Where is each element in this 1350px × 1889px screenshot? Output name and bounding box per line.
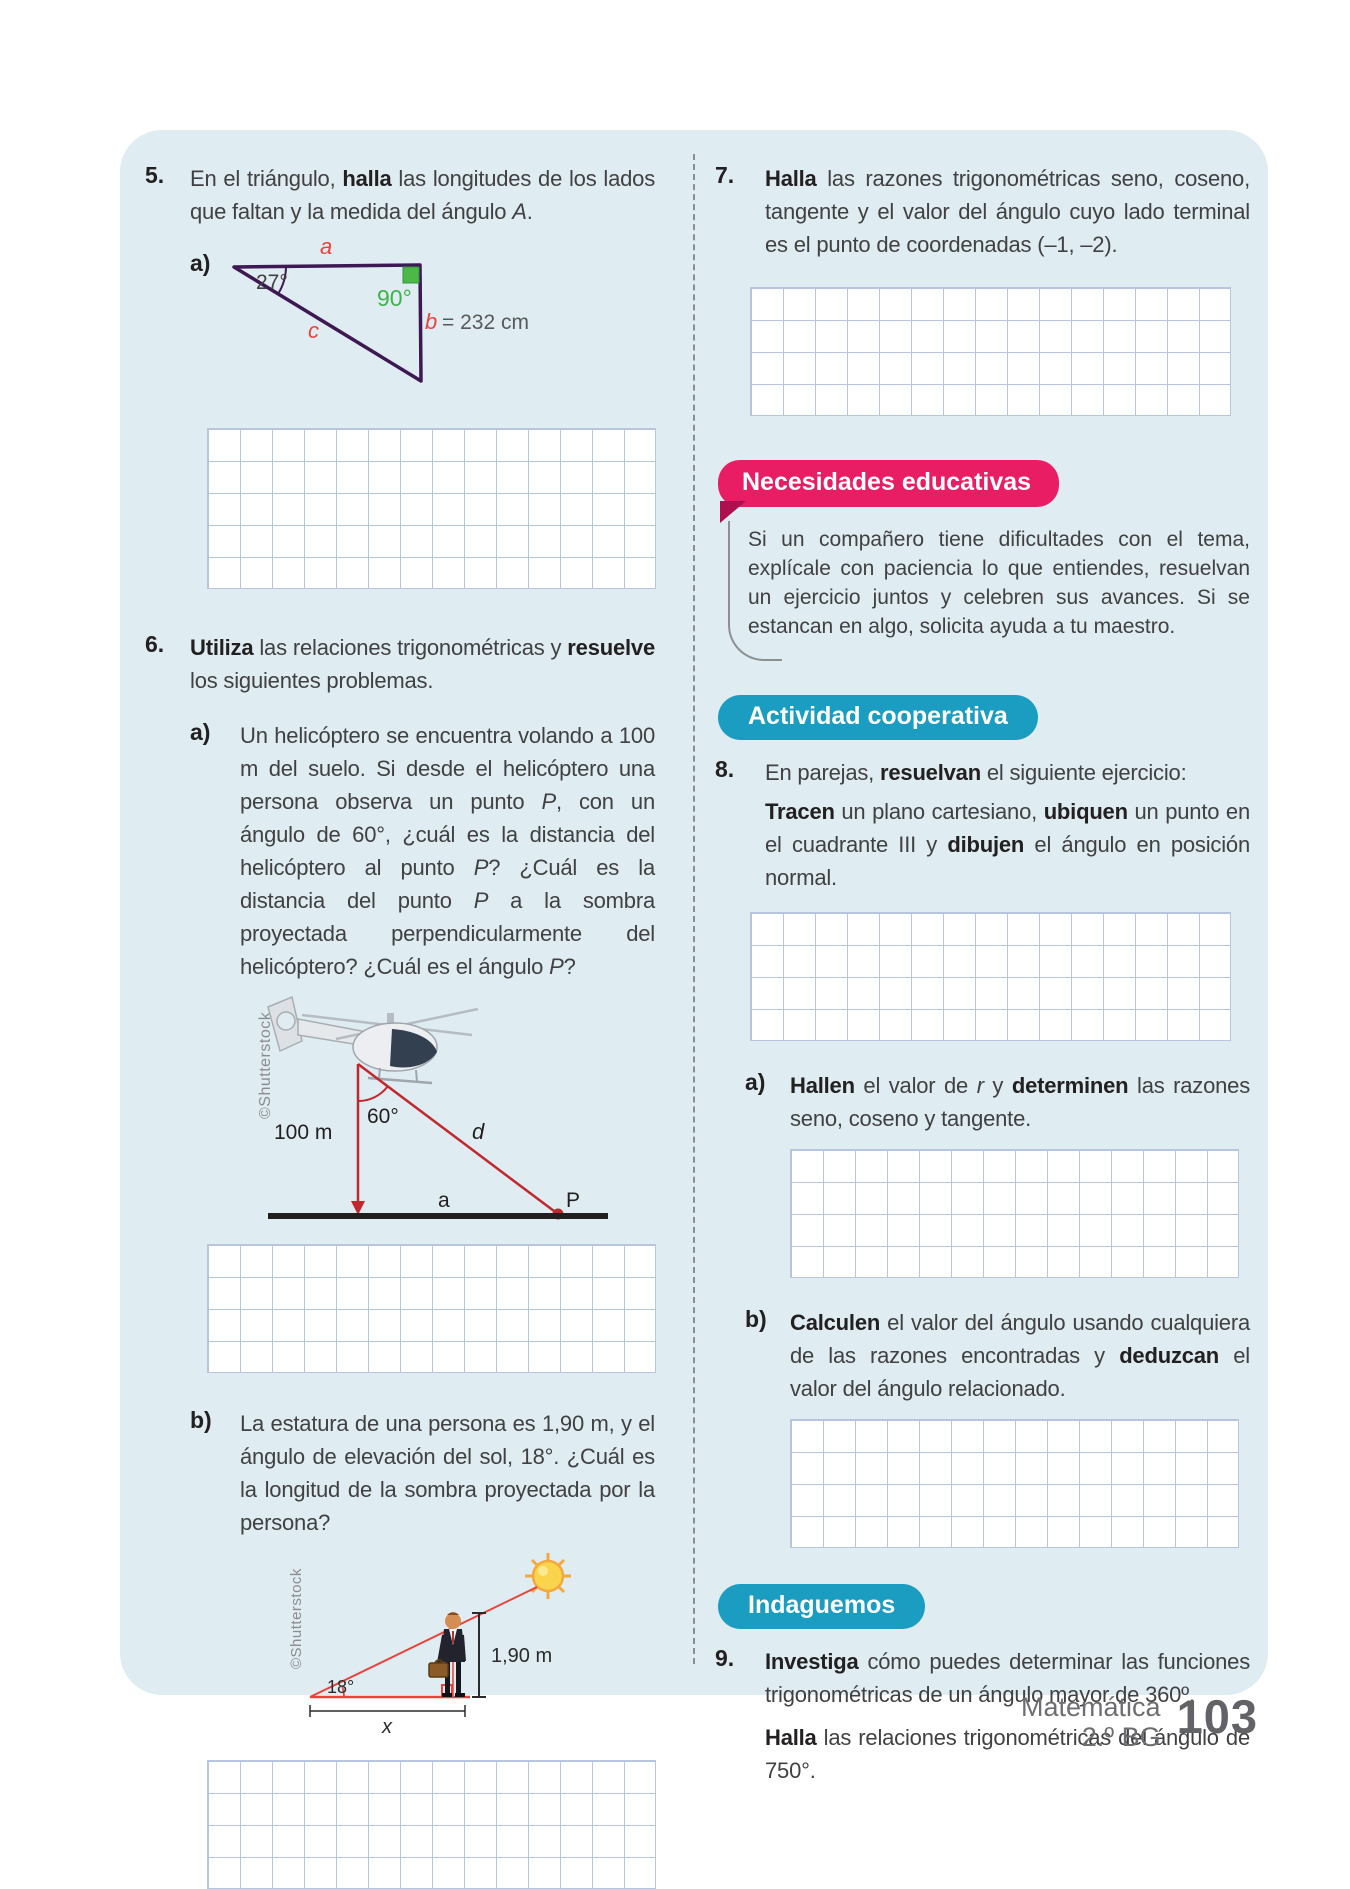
page-number: 103 bbox=[1176, 1690, 1258, 1743]
base-label: a bbox=[438, 1189, 450, 1212]
exercise-9-number: 9. bbox=[715, 1645, 735, 1671]
angle-arc bbox=[277, 265, 288, 295]
person-icon bbox=[428, 1612, 466, 1697]
exercise-5: 5. En el triángulo, halla las longitudes… bbox=[145, 162, 655, 228]
item-b-label: b) bbox=[190, 1407, 212, 1433]
left-column: 5. En el triángulo, halla las longitudes… bbox=[145, 148, 656, 1889]
answer-grid-ex6a bbox=[207, 1244, 656, 1373]
exercise-6a: a) Un helicóptero se encuentra volando a… bbox=[190, 719, 655, 983]
exercise-5-number: 5. bbox=[145, 162, 165, 188]
right-angle-square bbox=[402, 266, 420, 284]
exercise-9-text: Investiga cómo puedes determinar las fun… bbox=[765, 1649, 1250, 1707]
exercise-7-text: Halla las razones trigonométricas seno, … bbox=[765, 166, 1250, 257]
exercise-8a: a) Hallen el valor de r y determinen las… bbox=[745, 1069, 1250, 1135]
exercise-6a-text: Un helicóptero se encuentra volando a 10… bbox=[240, 723, 655, 979]
cooperative-activity-badge: Actividad cooperativa bbox=[718, 695, 1038, 740]
note-badge: Necesidades educativas bbox=[718, 460, 1060, 523]
person-shadow-figure: ©Shutterstock bbox=[285, 1547, 655, 1752]
height-label: 1,90 m bbox=[491, 1645, 552, 1667]
exercise-8b-text: Calculen el valor del ángulo usando cual… bbox=[790, 1310, 1250, 1401]
exercise-8-instructions: Tracen un plano cartesiano, ubiquen un p… bbox=[765, 799, 1250, 890]
exercise-8a-text: Hallen el valor de r y determinen las ra… bbox=[790, 1073, 1251, 1131]
person-diagram: ©Shutterstock bbox=[288, 1553, 571, 1738]
shadow-measure bbox=[309, 1705, 466, 1717]
note-body: Si un compañero tiene dificultades con e… bbox=[728, 521, 1250, 661]
point-p-label: P bbox=[566, 1189, 580, 1212]
exercise-8b: b) Calculen el valor del ángulo usando c… bbox=[745, 1306, 1250, 1405]
right-column: 7. Halla las razones trigonométricas sen… bbox=[715, 148, 1250, 1787]
angle-label: 18° bbox=[327, 1677, 354, 1697]
distance-label: d bbox=[472, 1119, 485, 1144]
exercise-7: 7. Halla las razones trigonométricas sen… bbox=[715, 162, 1250, 261]
content-panel: 5. En el triángulo, halla las longitudes… bbox=[120, 130, 1268, 1889]
exercise-6: 6. Utiliza las relaciones trigonométrica… bbox=[145, 631, 655, 697]
credit-label: ©Shutterstock bbox=[257, 1011, 274, 1119]
exercise-6-text: Utiliza las relaciones trigonométricas y… bbox=[190, 635, 655, 693]
item-a-label: a) bbox=[745, 1069, 766, 1095]
hypotenuse-line bbox=[357, 1063, 559, 1215]
answer-grid-ex8 bbox=[750, 912, 1231, 1041]
item-a-label: a) bbox=[190, 250, 211, 276]
footer-subject: Matemática bbox=[1021, 1692, 1161, 1722]
exercise-7-number: 7. bbox=[715, 162, 735, 188]
answer-grid-ex5 bbox=[207, 428, 656, 589]
footer-grade: 2.º BG bbox=[1081, 1722, 1161, 1752]
exercise-8: 8. En parejas, resuelvan el siguiente ej… bbox=[715, 756, 1250, 789]
shadow-label: x bbox=[381, 1716, 393, 1738]
helicopter-diagram: ©Shutterstock bbox=[257, 995, 608, 1220]
sun-icon bbox=[525, 1553, 571, 1599]
side-a-label: a bbox=[320, 236, 332, 259]
angle-right-label: 90° bbox=[377, 285, 412, 311]
angle-arc bbox=[341, 1685, 345, 1698]
special-needs-note: Necesidades educativas Si un compañero t… bbox=[718, 460, 1250, 661]
inquiry-header: Indaguemos bbox=[718, 1584, 1250, 1629]
helicopter-figure: ©Shutterstock bbox=[240, 989, 655, 1234]
exercise-8-text: En parejas, resuelvan el siguiente ejerc… bbox=[765, 760, 1187, 785]
item-a-label: a) bbox=[190, 719, 211, 745]
cooperative-activity-header: Actividad cooperativa bbox=[718, 695, 1250, 740]
side-c-label: c bbox=[308, 318, 319, 343]
exercise-6b: b) La estatura de una persona es 1,90 m,… bbox=[190, 1407, 655, 1539]
inquiry-badge: Indaguemos bbox=[718, 1584, 926, 1629]
triangle-diagram: 27° a 90° b = 232 cm c bbox=[232, 234, 529, 383]
triangle-outline bbox=[232, 263, 423, 383]
side-b-label: b bbox=[425, 309, 437, 334]
helicopter-icon bbox=[267, 995, 479, 1085]
answer-grid-ex8b bbox=[790, 1419, 1239, 1548]
height-measure bbox=[472, 1612, 486, 1698]
footer-meta: Matemática 2.º BG bbox=[1021, 1692, 1161, 1752]
triangle-figure: 27° a 90° b = 232 cm c bbox=[220, 234, 580, 409]
answer-grid-ex7 bbox=[750, 287, 1231, 416]
answer-grid-ex8a bbox=[790, 1149, 1239, 1278]
page-footer: Matemática 2.º BG 103 bbox=[1021, 1690, 1258, 1753]
arrow-head bbox=[351, 1201, 365, 1215]
credit-label: ©Shutterstock bbox=[288, 1568, 305, 1669]
angle-left-label: 27° bbox=[256, 271, 288, 294]
side-b-value: = 232 cm bbox=[442, 311, 529, 334]
item-b-label: b) bbox=[745, 1306, 767, 1332]
angle-label: 60° bbox=[367, 1105, 399, 1128]
answer-grid-ex6b bbox=[207, 1760, 656, 1889]
exercise-9: 9. Investiga cómo puedes determinar las … bbox=[715, 1645, 1250, 1711]
exercise-6b-text: La estatura de una persona es 1,90 m, y … bbox=[240, 1411, 655, 1535]
exercise-6-number: 6. bbox=[145, 631, 165, 657]
exercise-8-number: 8. bbox=[715, 756, 735, 782]
exercise-5a: a) 27° a 90° b = 232 cm c bbox=[145, 234, 655, 418]
angle-arc bbox=[357, 1085, 389, 1103]
column-divider bbox=[693, 154, 695, 1664]
sun-ray-line bbox=[309, 1586, 538, 1698]
exercise-9-text-2: Halla las relaciones trigonométricas del… bbox=[765, 1725, 1250, 1783]
height-label: 100 m bbox=[274, 1121, 332, 1144]
note-text: Si un compañero tiene dificultades con e… bbox=[748, 528, 1250, 638]
textbook-page: { "colors":{"panel_bg":"#dfecf1","accent… bbox=[120, 130, 1268, 1889]
exercise-5-text: En el triángulo, halla las longitudes de… bbox=[190, 166, 655, 224]
